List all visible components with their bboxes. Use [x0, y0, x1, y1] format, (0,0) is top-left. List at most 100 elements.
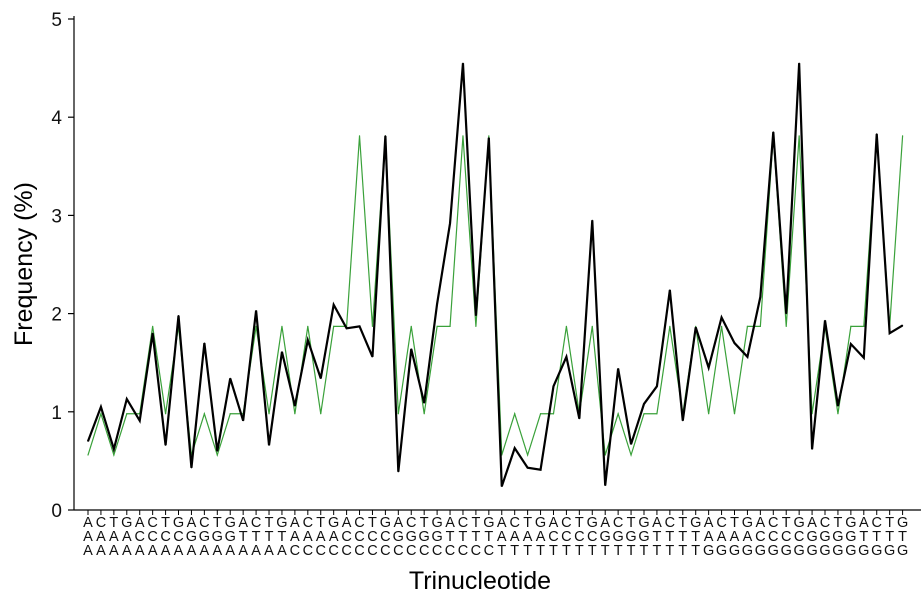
- x-tick-label-row-1: A: [497, 515, 507, 531]
- y-tick-label: 5: [51, 10, 62, 31]
- x-tick-label-row-1: A: [187, 515, 197, 531]
- x-ticks: A A AC A AT A AG A AA C AC C AT C AG C AA G AC G AT G AG G AA T AC…: [83, 510, 908, 559]
- x-tick-label-row-1: A: [652, 515, 662, 531]
- x-tick-label-row-2: C: [354, 529, 364, 545]
- x-tick-label-row-1: C: [406, 515, 416, 531]
- x-tick-label-row-1: C: [96, 515, 106, 531]
- observed-point-GAG: [733, 342, 736, 344]
- x-tick-label-row-3: C: [393, 543, 403, 559]
- x-tick-label-row-3: C: [380, 543, 390, 559]
- observed-point-GCA: [164, 444, 167, 446]
- observed-point-GTA: [268, 444, 270, 446]
- observed-point-AAG: [708, 367, 710, 369]
- observed-point-CGA: [203, 342, 205, 344]
- observed-point-TTC: [488, 137, 490, 139]
- observed-point-GTG: [889, 332, 891, 334]
- observed-point-GCG: [785, 313, 787, 315]
- x-tick-label-row-3: A: [122, 543, 132, 559]
- expected-point-GAC: [320, 413, 322, 415]
- observed-point-CCG: [772, 131, 774, 133]
- x-tick-label-row-3: A: [109, 543, 119, 559]
- x-tick-label-row-2: A: [316, 529, 326, 545]
- x-tick-label-row-3: T: [627, 543, 636, 559]
- expected-point-GGT: [630, 454, 632, 456]
- x-tick-label-row-2: C: [134, 529, 144, 545]
- x-tick-label-row-1: A: [290, 515, 300, 531]
- x-tick-label-row-2: T: [446, 529, 455, 545]
- expected-point-TAA: [126, 413, 128, 415]
- observed-point-ATA: [242, 420, 244, 422]
- x-tick-label-row-1: T: [575, 515, 584, 531]
- y-tick-label: 4: [51, 108, 62, 129]
- observed-point-ACA: [139, 420, 141, 422]
- y-tick-label: 1: [51, 403, 62, 424]
- x-tick-label-row-2: G: [845, 529, 856, 545]
- expected-point-GTC: [475, 325, 477, 327]
- x-tick-label-row-1: G: [587, 515, 598, 531]
- observed-point-TCG: [798, 62, 800, 64]
- x-tick-label-row-1: T: [678, 515, 687, 531]
- expected-point-TTA: [281, 325, 283, 327]
- x-tick-label-row-2: G: [212, 529, 223, 545]
- x-tick-label-row-3: C: [367, 543, 377, 559]
- x-tick-label-row-3: T: [691, 543, 700, 559]
- x-tick-label-row-2: C: [781, 529, 791, 545]
- x-tick-label-row-1: C: [820, 515, 830, 531]
- x-tick-label-row-1: C: [613, 515, 623, 531]
- observed-point-CTA: [255, 310, 257, 312]
- x-tick-label-row-2: G: [186, 529, 197, 545]
- x-tick-label-row-3: G: [794, 543, 805, 559]
- x-tick-label-row-1: C: [458, 515, 468, 531]
- x-tick-label-row-2: A: [704, 529, 714, 545]
- expected-point-GGC: [423, 413, 425, 415]
- x-axis-title: Trinucleotide: [409, 567, 551, 595]
- x-tick-label-row-3: G: [871, 543, 882, 559]
- expected-point-CCC: [358, 135, 361, 137]
- x-tick-label-row-2: G: [638, 529, 649, 545]
- x-tick-label-row-3: A: [251, 543, 261, 559]
- expected-point-ACT: [552, 413, 555, 415]
- expected-point-TAG: [746, 325, 749, 327]
- x-tick-label-row-1: C: [509, 515, 519, 531]
- expected-point-CTC: [462, 135, 464, 137]
- x-tick-label-row-2: T: [898, 529, 907, 545]
- x-tick-label-row-2: G: [199, 529, 210, 545]
- x-tick-label-row-3: C: [328, 543, 338, 559]
- x-tick-label-row-3: T: [640, 543, 649, 559]
- x-tick-label-row-3: A: [148, 543, 158, 559]
- x-tick-label-row-3: T: [601, 543, 610, 559]
- observed-point-TGT: [643, 403, 645, 405]
- observed-point-GCT: [578, 418, 580, 420]
- x-tick-label-row-1: G: [276, 515, 287, 531]
- y-tick-label: 2: [51, 305, 62, 326]
- expected-point-TCG: [798, 135, 800, 137]
- x-tick-label-row-1: A: [859, 515, 869, 531]
- observed-point-CGT: [617, 367, 619, 370]
- expected-point-AGC: [397, 413, 399, 415]
- y-tick-label: 3: [51, 206, 62, 227]
- y-ticks: 0 1 2 3 4 5: [51, 10, 74, 522]
- x-tick-label-row-1: C: [303, 515, 313, 531]
- series-line-observed: [86, 63, 904, 487]
- x-tick-label-row-2: A: [717, 529, 727, 545]
- x-tick-label-row-3: T: [562, 543, 571, 559]
